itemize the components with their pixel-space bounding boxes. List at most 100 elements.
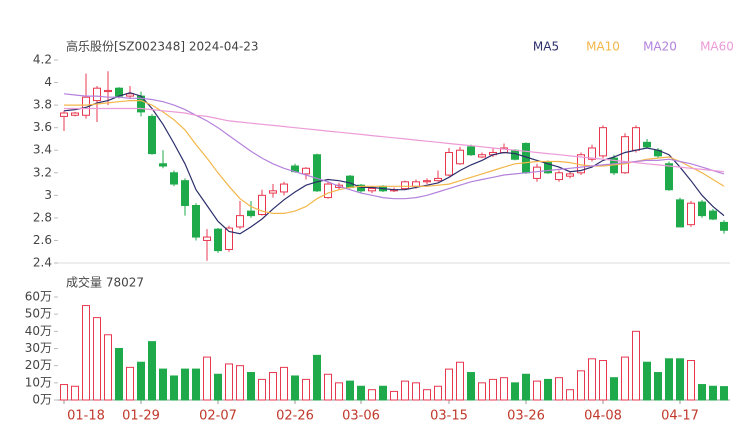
volume-bar (401, 380, 409, 401)
volume-bar (467, 372, 475, 401)
volume-bar (115, 348, 123, 401)
volume-bar (720, 386, 728, 401)
volume-bar (357, 385, 365, 401)
volume-bar (313, 354, 321, 401)
candle-body (632, 127, 640, 151)
volume-bar (214, 373, 222, 401)
volume-bar (390, 390, 398, 401)
volume-bar (280, 366, 288, 401)
candle-body (170, 172, 178, 185)
volume-bar (181, 368, 189, 401)
ma-line (64, 107, 725, 173)
volume-bar (632, 330, 640, 401)
legend-entry: MA10 (586, 40, 620, 54)
y-tick-label: 30万 (25, 341, 52, 355)
volume-bar (148, 341, 156, 401)
candle-body (698, 201, 706, 217)
candle-body (423, 180, 431, 183)
volume-bar (423, 389, 431, 401)
candle-body (555, 172, 563, 181)
volume-bar (236, 365, 244, 401)
candle-body (434, 177, 442, 182)
volume-bar (566, 389, 574, 401)
volume-bar (291, 375, 299, 401)
x-tick-label: 04-17 (661, 409, 699, 424)
volume-bar (170, 375, 178, 401)
candle-body (203, 236, 211, 241)
volume-bar (489, 378, 497, 401)
candle-body (71, 112, 79, 116)
volume-bar (544, 378, 552, 401)
x-tick-label: 01-29 (122, 409, 160, 424)
y-tick-label: 3.6 (33, 120, 52, 134)
candle-body (148, 115, 156, 155)
x-tick-label: 03-06 (342, 409, 380, 424)
y-tick-label: 3.8 (33, 98, 52, 112)
volume-bar (478, 382, 486, 401)
candle-body (401, 181, 409, 190)
candle-body (566, 173, 574, 177)
y-tick-label: 3 (44, 188, 52, 202)
y-tick-label: 4 (44, 75, 52, 89)
volume-bar (379, 385, 387, 401)
x-tick-label: 03-15 (430, 409, 468, 424)
volume-bar (93, 317, 101, 401)
volume-bar (709, 385, 717, 401)
candle-body (236, 215, 244, 228)
ma-line (64, 100, 725, 214)
candle-body (599, 127, 607, 157)
volume-bar (302, 378, 310, 401)
candle-body (181, 180, 189, 206)
volume-bar (258, 378, 266, 401)
candle-body (104, 89, 112, 93)
chart-title: 高乐股份[SZ002348] 2024-04-23 (66, 39, 259, 54)
ma-line (63, 92, 725, 235)
x-tick-label: 04-08 (584, 409, 622, 424)
candle-body (445, 151, 453, 176)
volume-bar (324, 373, 332, 401)
candle-body (357, 184, 365, 192)
volume-bar (676, 358, 684, 401)
volume-bar (621, 356, 629, 401)
x-tick-label: 02-07 (199, 409, 237, 424)
volume-bar (71, 385, 79, 401)
volume-bar (346, 380, 354, 401)
candle-body (60, 112, 68, 117)
legend-entry: MA60 (700, 40, 734, 54)
volume-bar (225, 363, 233, 401)
volume-bar (82, 305, 90, 401)
volume-bar (588, 358, 596, 401)
candle-body (258, 194, 266, 216)
x-tick-label: 03-26 (507, 409, 545, 424)
volume-bar (555, 377, 563, 401)
candle-body (313, 154, 321, 192)
candle-body (280, 183, 288, 193)
y-tick-label: 2.6 (33, 233, 52, 247)
volume-bar (445, 368, 453, 401)
y-tick-label: 3.4 (33, 143, 52, 157)
candle-body (192, 204, 200, 238)
x-tick-label: 01-18 (67, 409, 105, 424)
candle-body (225, 227, 233, 250)
y-tick-label: 50万 (25, 307, 52, 321)
candle-body (533, 166, 541, 179)
y-tick-label: 2.8 (33, 210, 52, 224)
volume-bar (269, 372, 277, 401)
volume-bar (643, 361, 651, 401)
candle-body (324, 183, 332, 199)
candle-body (467, 146, 475, 156)
volume-bar (412, 382, 420, 401)
candle-body (302, 167, 310, 175)
ma-line (63, 93, 725, 200)
volume-bar (599, 360, 607, 401)
y-tick-label: 20万 (25, 358, 52, 372)
volume-bar (533, 380, 541, 401)
candle-body (456, 149, 464, 165)
candle-body (621, 136, 629, 174)
candle-body (687, 202, 695, 226)
candle-body (159, 163, 167, 167)
volume-bar (654, 372, 662, 401)
y-tick-label: 3.2 (33, 165, 52, 179)
candle-body (478, 154, 486, 158)
candle-body (588, 147, 596, 160)
